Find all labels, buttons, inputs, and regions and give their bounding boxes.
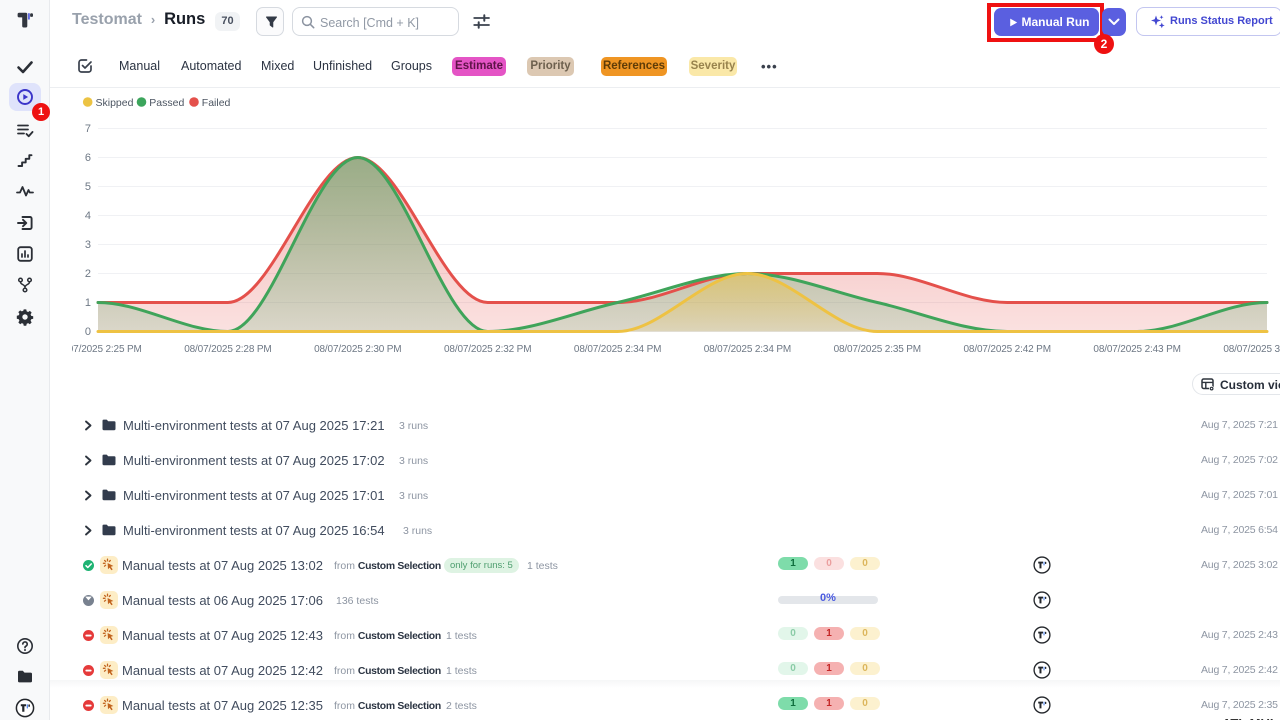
svg-text:2: 2: [85, 268, 91, 280]
svg-text:08/07/2025 2:32 PM: 08/07/2025 2:32 PM: [444, 344, 531, 355]
svg-text:Passed: Passed: [149, 97, 184, 109]
svg-text:1: 1: [85, 297, 91, 309]
svg-text:08/07/2025 2:43 PM: 08/07/2025 2:43 PM: [1093, 344, 1180, 355]
svg-text:08/07/2025 2:30 PM: 08/07/2025 2:30 PM: [314, 344, 401, 355]
svg-text:08/07/2025 3:02 PM: 08/07/2025 3:02 PM: [1223, 344, 1280, 355]
svg-text:7: 7: [85, 123, 91, 135]
svg-text:6: 6: [85, 152, 91, 164]
svg-text:5: 5: [85, 181, 91, 193]
svg-text:08/07/2025 2:42 PM: 08/07/2025 2:42 PM: [964, 344, 1051, 355]
svg-text:0: 0: [85, 326, 91, 338]
svg-text:08/07/2025 2:34 PM: 08/07/2025 2:34 PM: [574, 344, 661, 355]
svg-text:Failed: Failed: [202, 97, 231, 109]
svg-text:08/07/2025 2:34 PM: 08/07/2025 2:34 PM: [704, 344, 791, 355]
svg-text:08/07/2025 2:25 PM: 08/07/2025 2:25 PM: [72, 344, 142, 355]
svg-text:08/07/2025 2:35 PM: 08/07/2025 2:35 PM: [834, 344, 921, 355]
svg-text:Skipped: Skipped: [96, 97, 134, 109]
svg-text:4: 4: [85, 210, 91, 222]
svg-text:08/07/2025 2:28 PM: 08/07/2025 2:28 PM: [184, 344, 271, 355]
svg-text:3: 3: [85, 239, 91, 251]
